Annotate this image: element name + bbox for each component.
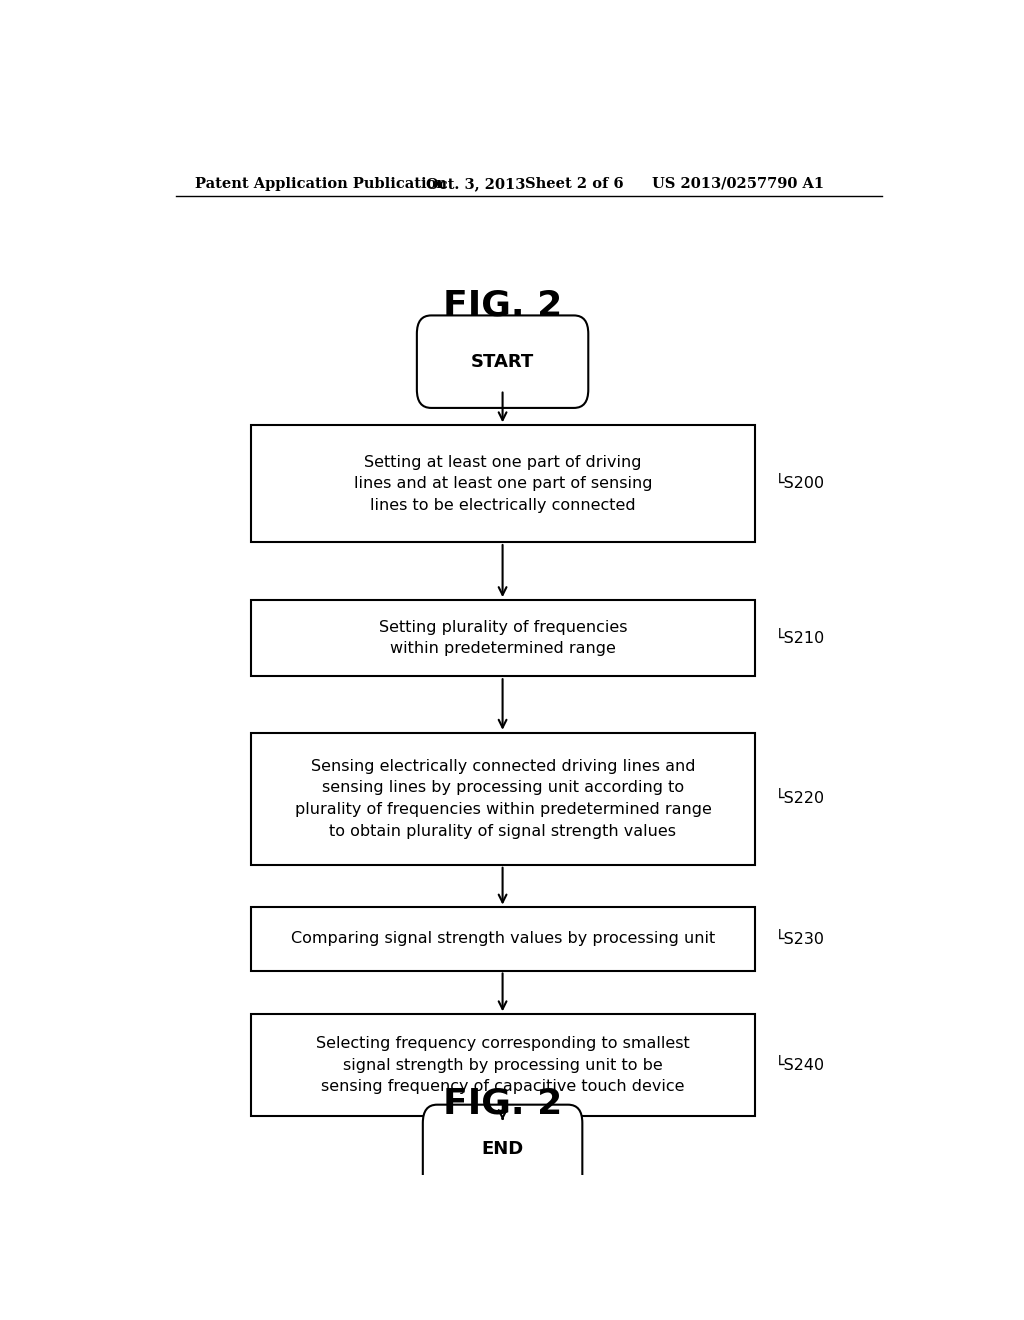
FancyBboxPatch shape	[417, 315, 588, 408]
Text: └S220: └S220	[775, 791, 825, 807]
Text: Sensing electrically connected driving lines and
sensing lines by processing uni: Sensing electrically connected driving l…	[295, 759, 712, 838]
FancyBboxPatch shape	[251, 1014, 755, 1115]
Text: Sheet 2 of 6: Sheet 2 of 6	[524, 177, 624, 191]
Text: Comparing signal strength values by processing unit: Comparing signal strength values by proc…	[291, 932, 715, 946]
Text: └S240: └S240	[775, 1057, 825, 1073]
Text: Selecting frequency corresponding to smallest
signal strength by processing unit: Selecting frequency corresponding to sma…	[316, 1036, 690, 1094]
Text: FIG. 2: FIG. 2	[443, 1086, 562, 1121]
FancyBboxPatch shape	[251, 907, 755, 970]
Text: Setting at least one part of driving
lines and at least one part of sensing
line: Setting at least one part of driving lin…	[353, 454, 652, 512]
Text: US 2013/0257790 A1: US 2013/0257790 A1	[652, 177, 824, 191]
FancyBboxPatch shape	[423, 1105, 583, 1195]
Text: Setting plurality of frequencies
within predetermined range: Setting plurality of frequencies within …	[379, 620, 628, 656]
Text: └S230: └S230	[775, 932, 824, 946]
FancyBboxPatch shape	[251, 601, 755, 676]
Text: FIG. 2: FIG. 2	[443, 289, 562, 323]
Text: END: END	[481, 1140, 523, 1159]
Text: START: START	[471, 352, 535, 371]
FancyBboxPatch shape	[251, 733, 755, 865]
Text: └S200: └S200	[775, 477, 825, 491]
Text: Oct. 3, 2013: Oct. 3, 2013	[426, 177, 525, 191]
Text: └S210: └S210	[775, 631, 825, 645]
FancyBboxPatch shape	[251, 425, 755, 543]
Text: Patent Application Publication: Patent Application Publication	[196, 177, 447, 191]
